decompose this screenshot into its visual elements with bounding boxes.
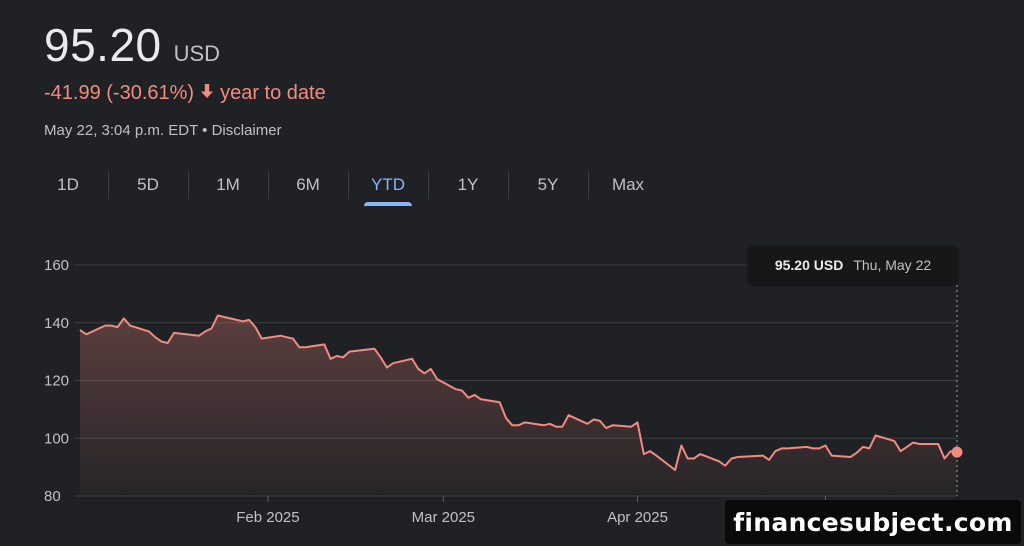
y-tick-label-80: 80 <box>44 488 61 505</box>
disclaimer-link[interactable]: Disclaimer <box>211 122 282 139</box>
x-tick-label-2: Apr 2025 <box>607 509 668 526</box>
change-period: year to date <box>220 82 326 104</box>
tab-5d[interactable]: 5D <box>108 166 188 204</box>
tab-1d[interactable]: 1D <box>57 175 79 194</box>
x-tick-label-0: Feb 2025 <box>236 509 299 526</box>
series-line <box>79 314 958 471</box>
change-row: -41.99 (-30.61%) year to date <box>44 82 326 105</box>
current-price: 95.20 <box>44 19 162 71</box>
separator-dot: • <box>202 122 208 139</box>
range-tabs: 1D 5D 1M 6M YTD 1Y 5Y Max <box>28 166 668 206</box>
price-change: -41.99 (-30.61%) <box>44 82 195 104</box>
tooltip-date: Thu, May 22 <box>853 257 932 273</box>
y-tick-label-120: 120 <box>44 373 69 390</box>
currency-label: USD <box>173 41 221 66</box>
y-tick-label-160: 160 <box>44 257 69 274</box>
tab-max[interactable]: Max <box>588 166 668 204</box>
tab-ytd[interactable]: YTD <box>348 166 428 206</box>
timestamp-row: May 22, 3:04 p.m. EDT • Disclaimer <box>44 122 282 139</box>
series-area <box>80 315 957 496</box>
tab-1m[interactable]: 1M <box>188 166 268 204</box>
tab-5y[interactable]: 5Y <box>508 166 588 204</box>
y-tick-label-140: 140 <box>44 315 69 332</box>
x-tick-label-1: Mar 2025 <box>412 509 475 526</box>
tab-6m[interactable]: 6M <box>268 166 348 204</box>
tab-1y[interactable]: 1Y <box>428 166 508 204</box>
quote-timestamp: May 22, 3:04 p.m. EDT <box>44 122 198 139</box>
price-header: 95.20 USD <box>44 18 220 72</box>
arrow-down-icon <box>200 82 214 105</box>
watermark: financesubject.com <box>725 500 1021 544</box>
highlight-point <box>951 446 963 458</box>
tooltip-price: 95.20 USD <box>774 257 844 273</box>
y-tick-label-100: 100 <box>44 430 69 447</box>
price-tooltip: 95.20 USD Thu, May 22 <box>748 246 958 284</box>
